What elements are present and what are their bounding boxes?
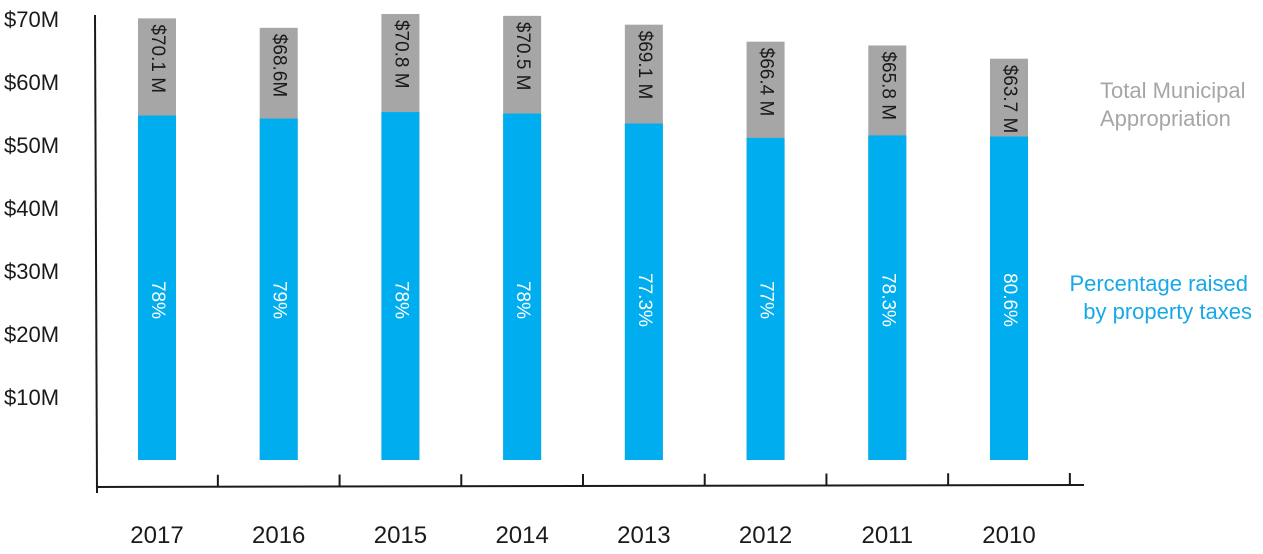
x-tick-label: 2016 xyxy=(252,522,305,549)
x-axis-line xyxy=(95,484,1085,488)
data-label-total: $70.8 M xyxy=(390,20,411,89)
data-label-total: $68.6M xyxy=(269,34,290,97)
data-label-percent: 80.6% xyxy=(999,273,1020,327)
y-tick-label: $10M xyxy=(4,385,59,410)
x-tick-label: 2012 xyxy=(739,522,792,549)
legend-total-line-2: Appropriation xyxy=(1100,106,1231,131)
bar-property-tax xyxy=(138,115,176,461)
x-tick-label: 2011 xyxy=(861,522,913,549)
y-tick-label: $60M xyxy=(4,70,59,95)
legend-total-line-1: Total Municipal xyxy=(1100,78,1246,103)
x-tick-label: 2017 xyxy=(130,522,183,549)
y-tick-label: $30M xyxy=(4,259,59,284)
data-label-percent: 77.3% xyxy=(634,273,655,327)
data-label-percent: 79% xyxy=(269,281,290,319)
bar-property-tax xyxy=(624,123,663,461)
x-tick-label: 2010 xyxy=(982,522,1035,549)
data-label-total: $69.1 M xyxy=(634,31,655,100)
data-label-percent: 78.3% xyxy=(877,273,898,327)
legend: Total Municipal Appropriation Percentage… xyxy=(1069,78,1252,324)
y-tick-label: $40M xyxy=(4,196,59,221)
bar-property-tax xyxy=(868,135,907,461)
data-label-percent: 78% xyxy=(147,281,168,319)
data-label-percent: 78% xyxy=(512,281,533,319)
data-label-total: $70.1 M xyxy=(147,24,168,93)
bar-property-tax xyxy=(990,136,1028,461)
x-tick-labels: 2017 2016 2015 2014 2013 2012 2011 2010 xyxy=(130,522,1035,549)
bars: $70.1 M 78% $68.6M 79% $70.8 M 78% $70.5 M 78% $… xyxy=(138,13,1028,461)
x-tick-label: 2014 xyxy=(495,522,548,549)
legend-property-line-2: by property taxes xyxy=(1083,299,1252,324)
bar-property-tax xyxy=(259,118,298,461)
legend-property-line-1: Percentage raised xyxy=(1069,271,1248,296)
bar-property-tax xyxy=(503,113,542,461)
data-label-total: $63.7 M xyxy=(999,65,1020,134)
y-tick-label: $50M xyxy=(4,133,59,158)
x-tick-label: 2013 xyxy=(617,522,670,549)
data-label-total: $65.8 M xyxy=(877,51,898,120)
bar-property-tax xyxy=(381,112,420,460)
y-tick-labels: $10M $20M $30M $40M $50M $60M $70M xyxy=(4,7,59,410)
data-label-total: $66.4 M xyxy=(756,48,777,117)
y-tick-label: $20M xyxy=(4,322,59,347)
y-axis-line xyxy=(94,14,98,494)
axes xyxy=(94,14,1085,494)
data-label-percent: 77% xyxy=(756,281,777,319)
data-label-total: $70.5 M xyxy=(512,22,533,91)
y-tick-label: $70M xyxy=(4,7,59,32)
x-tick-label: 2015 xyxy=(374,522,427,549)
data-label-percent: 78% xyxy=(390,281,411,319)
bar-property-tax xyxy=(746,137,785,460)
